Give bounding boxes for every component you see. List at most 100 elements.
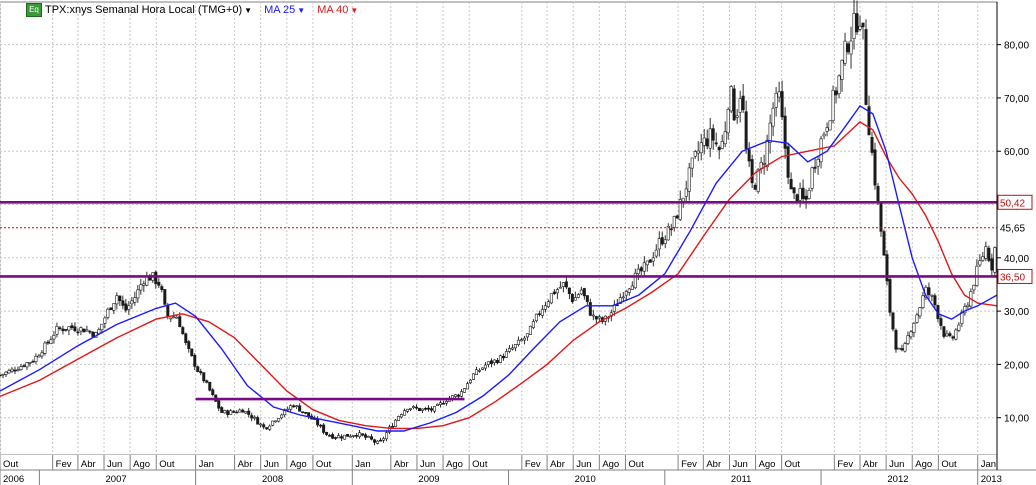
candle-body	[537, 313, 541, 316]
candle-body	[465, 383, 469, 390]
candle-body	[250, 415, 254, 419]
x-month-label: Abr	[394, 459, 409, 470]
candle-body	[388, 426, 392, 433]
candle-body	[822, 133, 826, 137]
candle-body	[340, 436, 344, 439]
chevron-down-icon[interactable]: ▼	[297, 5, 306, 15]
x-month-label: Abr	[863, 459, 878, 470]
candle-body	[879, 202, 883, 232]
candle-body	[435, 403, 439, 406]
candle-body	[295, 405, 299, 408]
candle-body	[232, 411, 236, 413]
candle-body	[621, 296, 625, 299]
candle-body	[154, 271, 158, 285]
candle-body	[615, 304, 619, 307]
ma40-label[interactable]: MA 40	[317, 4, 349, 16]
x-month-label: Ago	[133, 459, 150, 470]
candle-body	[549, 293, 553, 304]
symbol-label[interactable]: TPX:xnys Semanal Hora Local (TMG+0)	[45, 4, 243, 16]
candle-body	[370, 436, 374, 440]
candle-body	[433, 406, 437, 412]
ma40-line	[0, 121, 998, 430]
candle-body	[91, 331, 95, 337]
candle-body	[19, 366, 23, 370]
candle-body	[22, 365, 26, 367]
candle-body	[334, 437, 338, 439]
candle-body	[699, 142, 703, 154]
candle-body	[939, 318, 943, 326]
x-month-label: Out	[316, 459, 332, 470]
chevron-down-icon[interactable]: ▼	[350, 5, 359, 15]
candle-body	[789, 179, 793, 190]
candle-body	[897, 347, 901, 350]
candle-body	[397, 416, 401, 421]
candle-body	[438, 402, 442, 405]
candle-body	[1, 373, 5, 376]
candle-body	[256, 417, 260, 425]
candle-body	[262, 424, 266, 428]
ma25-label[interactable]: MA 25	[264, 4, 296, 16]
candle-body	[624, 291, 628, 296]
candle-body	[7, 370, 11, 374]
candle-body	[978, 260, 982, 266]
candle-body	[37, 355, 41, 358]
price-bars	[0, 0, 997, 446]
candle-body	[61, 328, 65, 332]
candle-body	[561, 282, 565, 287]
candle-body	[846, 43, 850, 53]
candle-body	[304, 412, 308, 414]
candle-body	[876, 185, 880, 203]
candle-body	[630, 285, 634, 290]
candle-body	[82, 328, 86, 333]
candle-body	[570, 293, 574, 302]
candle-body	[355, 435, 359, 437]
candle-body	[406, 408, 410, 412]
candle-body	[762, 163, 766, 165]
candle-body	[828, 120, 832, 131]
candle-body	[756, 168, 760, 192]
candle-body	[783, 115, 787, 149]
candle-body	[441, 402, 445, 405]
candle-body	[591, 314, 595, 317]
candle-body	[660, 237, 664, 245]
candle-body	[283, 409, 287, 415]
candle-body	[669, 228, 673, 231]
candle-body	[921, 295, 925, 308]
candle-body	[708, 128, 712, 149]
ma25-line	[0, 104, 998, 432]
candle-body	[858, 25, 862, 30]
level-label: 36,50	[1000, 272, 1025, 283]
x-year-label: 2013	[981, 474, 1002, 485]
candle-body	[337, 435, 341, 439]
chevron-down-icon[interactable]: ▼	[244, 5, 253, 15]
candle-body	[618, 297, 622, 304]
candle-body	[403, 410, 407, 416]
candle-body	[471, 373, 475, 380]
candle-body	[966, 304, 970, 308]
candle-body	[681, 197, 685, 202]
candle-body	[412, 406, 416, 408]
candle-body	[346, 433, 350, 437]
candle-body	[217, 400, 221, 409]
candle-body	[298, 405, 302, 412]
candle-body	[133, 297, 137, 303]
y-tick-label: 60,00	[1004, 147, 1029, 158]
candle-body	[552, 291, 556, 295]
candle-body	[271, 420, 275, 426]
candle-body	[85, 329, 89, 332]
candle-body	[127, 305, 131, 310]
candle-body	[49, 339, 53, 344]
candle-body	[579, 289, 583, 295]
candle-body	[666, 225, 670, 241]
candle-body	[705, 138, 709, 147]
candle-body	[136, 289, 140, 299]
candle-body	[882, 231, 886, 256]
candle-body	[744, 111, 748, 149]
candle-body	[486, 361, 490, 365]
candle-body	[456, 394, 460, 397]
x-month-label: Fev	[681, 459, 697, 470]
candle-body	[891, 312, 895, 330]
candle-body	[528, 325, 532, 335]
candle-body	[358, 432, 362, 437]
